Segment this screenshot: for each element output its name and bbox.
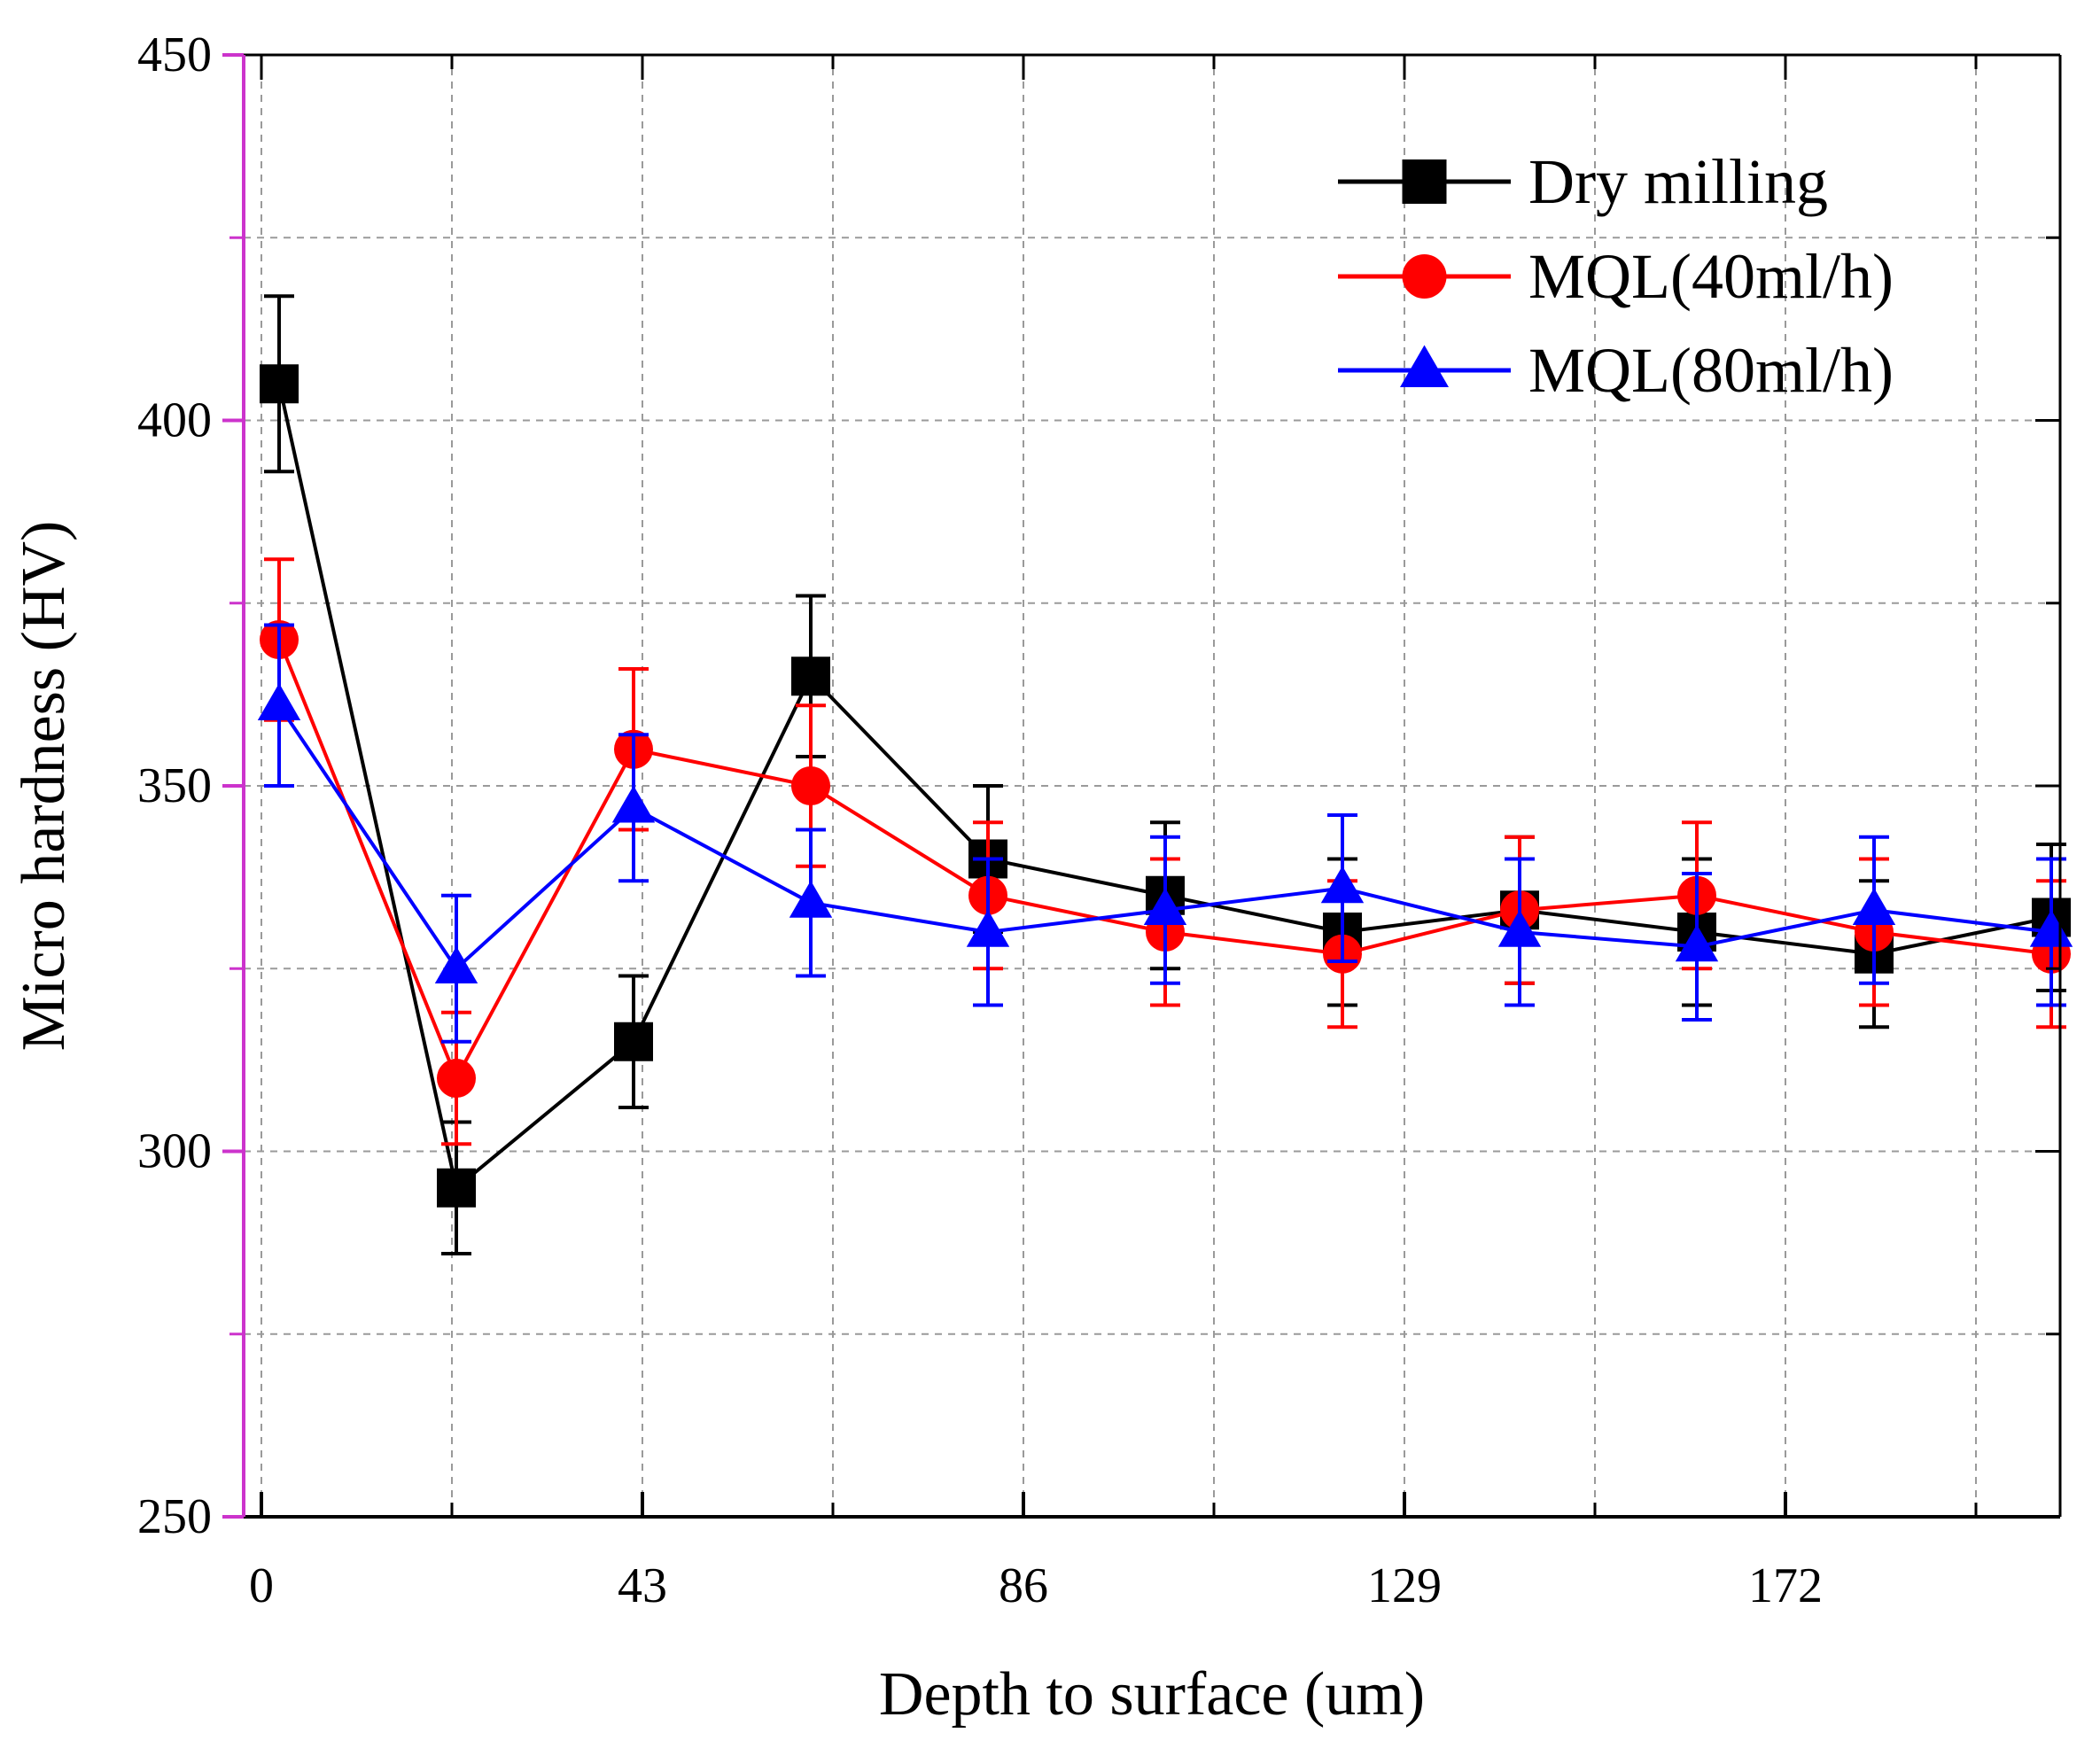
axis-labels: Depth to surface (um) Micro hardness (HV) [10, 521, 1425, 1729]
legend-item: Dry milling [1338, 146, 1828, 217]
x-tick-label: 43 [618, 1558, 667, 1613]
data-point-triangle [1143, 888, 1187, 925]
data-point-square [437, 1168, 476, 1208]
data-point-triangle [966, 909, 1010, 947]
y-tick-label: 450 [137, 27, 212, 82]
x-tick-label: 0 [249, 1558, 274, 1613]
data-point-triangle [1320, 866, 1365, 904]
y-tick-label: 250 [137, 1489, 212, 1544]
x-tick-label: 129 [1367, 1558, 1442, 1613]
data-point-triangle [1497, 909, 1542, 947]
data-point-triangle [434, 946, 478, 983]
data-point-triangle [257, 683, 301, 720]
legend-label: MQL(40ml/h) [1528, 241, 1894, 312]
x-axis-title: Depth to surface (um) [879, 1660, 1425, 1729]
y-tick-label: 400 [137, 393, 212, 448]
legend-item: MQL(80ml/h) [1338, 335, 1894, 406]
legend-label: MQL(80ml/h) [1528, 335, 1894, 406]
series-square [260, 294, 2071, 1255]
series-triangle [257, 623, 2073, 1044]
data-point-circle [437, 1059, 476, 1098]
legend-marker-circle [1402, 254, 1447, 299]
data-point-triangle [1675, 924, 1719, 962]
data-point-square [614, 1022, 653, 1061]
legend-marker-triangle [1400, 345, 1449, 387]
data-point-triangle [789, 880, 833, 918]
data-point-triangle [611, 785, 656, 823]
data-point-square [791, 657, 830, 696]
y-axis-title: Micro hardness (HV) [10, 521, 78, 1052]
legend-label: Dry milling [1528, 146, 1828, 217]
grid [244, 55, 2060, 1517]
y-tick-label: 350 [137, 758, 212, 813]
axis-ticks: 0 43 86 129 172 250 300 350 400 450 [137, 27, 2060, 1613]
x-tick-label: 172 [1748, 1558, 1823, 1613]
data-point-square [260, 364, 299, 404]
data-point-triangle [1852, 888, 1896, 925]
legend: Dry milling MQL(40ml/h) MQL(80ml/h) [1338, 146, 1894, 406]
series-layer [257, 294, 2073, 1255]
legend-marker-square [1402, 159, 1447, 204]
legend-item: MQL(40ml/h) [1338, 241, 1894, 312]
data-point-triangle [2029, 909, 2073, 947]
y-tick-label: 300 [137, 1124, 212, 1179]
x-tick-label: 86 [999, 1558, 1048, 1613]
data-point-circle [791, 766, 830, 805]
